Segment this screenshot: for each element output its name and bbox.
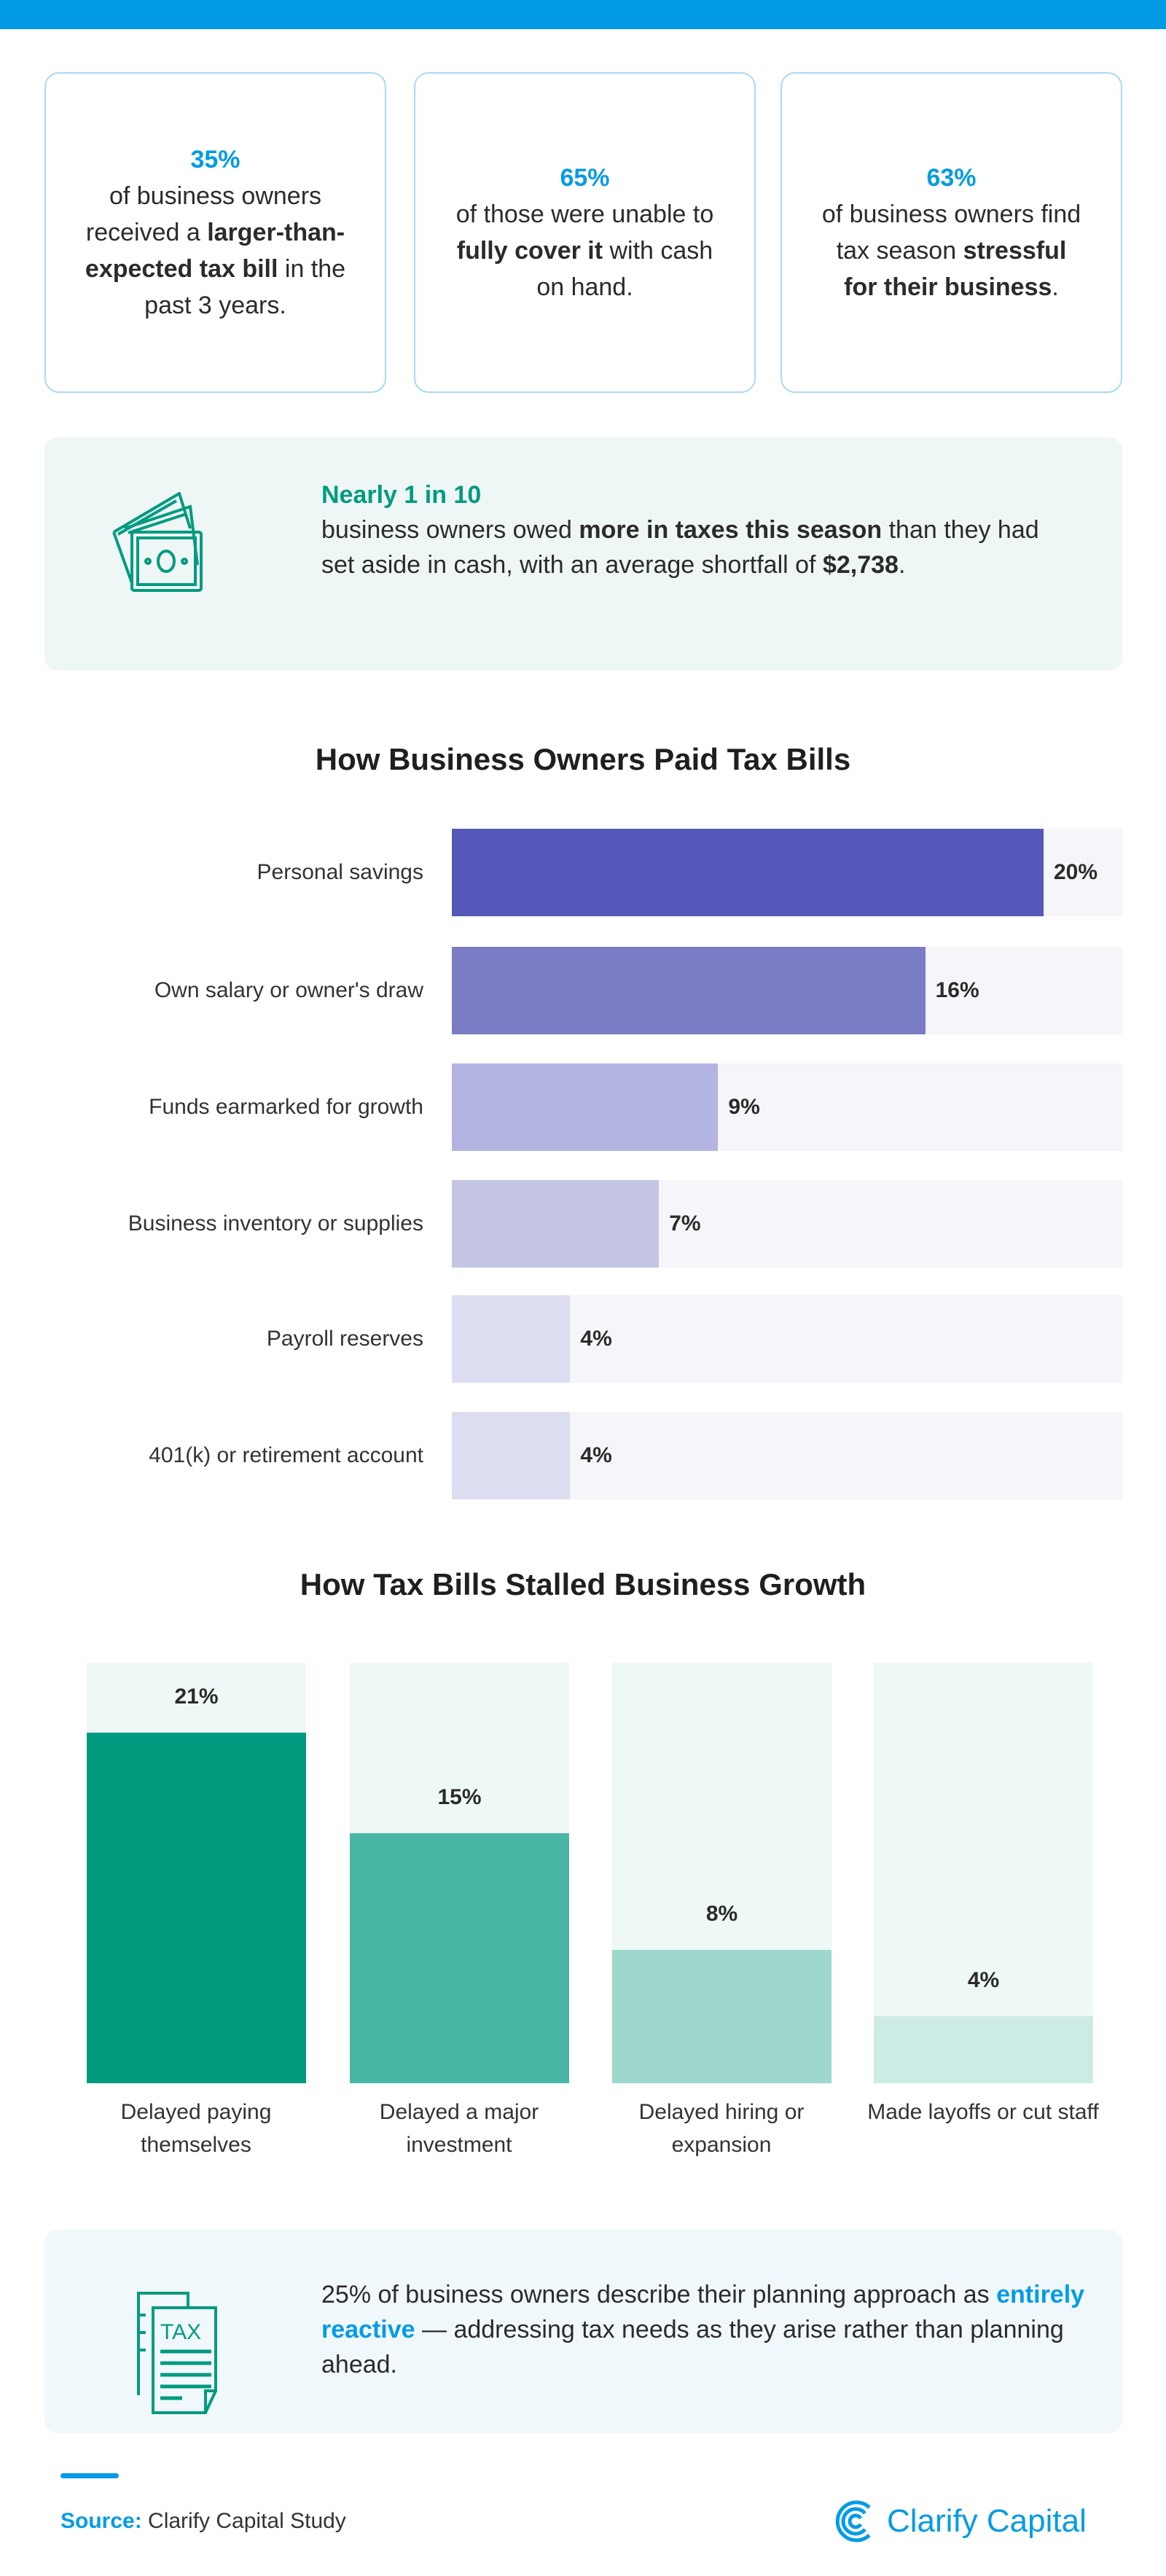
bar-track: 20% bbox=[452, 829, 1122, 916]
value-label: 20% bbox=[1054, 860, 1098, 884]
highlight-text: entirely reactive bbox=[321, 2281, 1085, 2343]
shortfall-amount: $2,738 bbox=[822, 551, 899, 579]
svg-text:TAX: TAX bbox=[160, 2320, 201, 2344]
stat-percent: 35% bbox=[190, 146, 240, 173]
category-label: Payroll reserves bbox=[266, 1327, 423, 1351]
stat-text-part: of business owners find tax season bbox=[821, 200, 1081, 265]
text: — addressing tax needs as they arise rat… bbox=[321, 2316, 1064, 2378]
value-label: 15% bbox=[437, 1784, 482, 1809]
column-bar bbox=[350, 1833, 569, 2083]
value-label: 4% bbox=[967, 1968, 1000, 1993]
source-label: Source: bbox=[60, 2509, 142, 2533]
payment-chart-title: How Business Owners Paid Tax Bills bbox=[315, 742, 851, 776]
stat-card-1: 35% of business owners received a larger-… bbox=[44, 72, 386, 393]
stat-text: 65% of those were unable to fully cover i… bbox=[450, 160, 720, 305]
stat-bold-text: stressful for their business bbox=[844, 237, 1067, 301]
column-bar bbox=[874, 2016, 1093, 2083]
stat-percent: 63% bbox=[926, 164, 977, 192]
tax-document-icon: TAX bbox=[137, 2292, 217, 2414]
stat-percent: 65% bbox=[560, 164, 610, 192]
category-label: Delayed hiring or expansion bbox=[638, 2100, 805, 2157]
column-track: 15% bbox=[350, 1663, 569, 2083]
value-label: 7% bbox=[669, 1211, 701, 1236]
planning-text: 25% of business owners describe their pl… bbox=[321, 2277, 1108, 2382]
category-label: Delayed a major investment bbox=[379, 2100, 539, 2157]
category-label: 401(k) or retirement account bbox=[149, 1443, 423, 1467]
bar bbox=[452, 1295, 571, 1383]
stat-text-part: with cash on hand. bbox=[536, 237, 713, 301]
column-track: 4% bbox=[874, 1663, 1093, 2083]
bar bbox=[452, 1063, 719, 1151]
value-label: 16% bbox=[935, 978, 979, 1002]
category-label: Delayed paying themselves bbox=[120, 2100, 272, 2157]
planning-callout-box: TAX 25% of business owners describe thei… bbox=[44, 2230, 1122, 2433]
category-label: Own salary or owner's draw bbox=[154, 978, 423, 1002]
clarify-capital-logo: Clarify Capital bbox=[833, 2499, 1087, 2544]
shortfall-highlight-box: Nearly 1 in 10 business owners owed more … bbox=[44, 437, 1122, 671]
logo-mark-icon bbox=[835, 2500, 871, 2542]
category-label: Made layoffs or cut staff bbox=[867, 2100, 1099, 2124]
value-label: 4% bbox=[580, 1443, 612, 1467]
source-text: Clarify Capital Study bbox=[141, 2509, 346, 2533]
value-label: 9% bbox=[728, 1095, 760, 1119]
text: . bbox=[898, 551, 906, 579]
source-divider bbox=[60, 2473, 119, 2478]
bar bbox=[452, 1180, 660, 1268]
stat-card-3: 63% of business owners find tax season st… bbox=[780, 72, 1122, 393]
bar bbox=[452, 1412, 571, 1499]
text: than they had set aside in cash, with an… bbox=[321, 516, 1039, 579]
column-track: 8% bbox=[612, 1663, 832, 2083]
column-bar bbox=[612, 1949, 832, 2083]
stat-text-part: of those were unable to bbox=[455, 200, 714, 228]
bar bbox=[452, 947, 926, 1034]
stat-text-part: . bbox=[1052, 273, 1059, 301]
logo-text: Clarify Capital bbox=[887, 2503, 1087, 2539]
bar-track: 16% bbox=[452, 947, 1122, 1034]
text-bold: more in taxes this season bbox=[579, 516, 883, 544]
value-label: 8% bbox=[705, 1901, 738, 1926]
growth-chart-title: How Tax Bills Stalled Business Growth bbox=[300, 1567, 866, 1601]
stat-text: 35% of business owners received a larger-… bbox=[81, 141, 351, 324]
text: business owners owed bbox=[321, 516, 579, 544]
category-label: Business inventory or supplies bbox=[128, 1211, 423, 1236]
category-label: Funds earmarked for growth bbox=[149, 1095, 423, 1119]
source-note: Source: Clarify Capital Study bbox=[60, 2509, 346, 2534]
bar-track: 4% bbox=[452, 1412, 1122, 1499]
shortfall-headline: Nearly 1 in 10 bbox=[321, 481, 482, 509]
value-label: 4% bbox=[580, 1327, 612, 1351]
column-bar bbox=[87, 1733, 306, 2083]
column-track: 21% bbox=[87, 1663, 306, 2083]
bar-track: 7% bbox=[452, 1180, 1122, 1268]
top-accent-bar bbox=[0, 0, 1166, 29]
stat-text-part: of business owners received a bbox=[85, 182, 322, 246]
stat-bold-text: larger-than-expected tax bill bbox=[85, 219, 345, 283]
shortfall-text: Nearly 1 in 10 business owners owed more … bbox=[321, 477, 1050, 582]
bar-track: 4% bbox=[452, 1295, 1122, 1383]
stat-text: 63% of business owners find tax season st… bbox=[817, 160, 1087, 305]
text: 25% of business owners describe their pl… bbox=[321, 2281, 997, 2308]
stat-bold-text: fully cover it bbox=[456, 237, 603, 265]
bar-track: 9% bbox=[452, 1063, 1122, 1151]
stat-text-part: in the past 3 years. bbox=[144, 255, 346, 319]
category-label: Personal savings bbox=[257, 860, 423, 884]
value-label: 21% bbox=[174, 1685, 219, 1709]
money-bills-icon bbox=[112, 492, 203, 592]
bar bbox=[452, 829, 1044, 916]
stat-card-2: 65% of those were unable to fully cover i… bbox=[414, 72, 756, 393]
